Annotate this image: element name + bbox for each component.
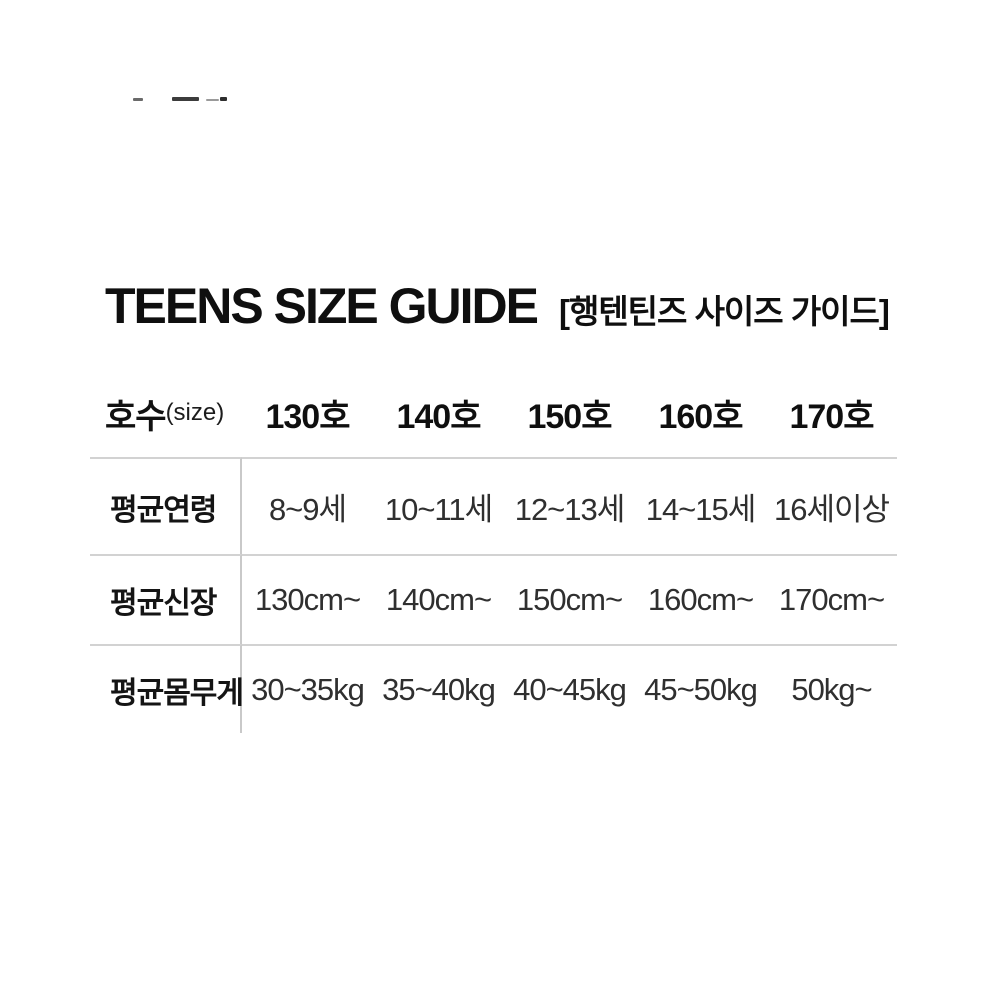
table-cell: 14~15세 (635, 457, 766, 554)
table-cell: 140cm~ (373, 554, 504, 644)
header-cell-170: 170호 (789, 397, 874, 436)
table-cell: 40~45kg (504, 644, 635, 733)
title-korean: [행텐틴즈 사이즈 가이드] (558, 293, 890, 330)
page-title: TEENS SIZE GUIDE [행텐틴즈 사이즈 가이드] (105, 278, 890, 334)
header-cell-160: 160호 (658, 397, 743, 436)
table-cell: 170cm~ (766, 554, 897, 644)
cropped-text-remnant (220, 97, 227, 101)
table-cell: 35~40kg (373, 644, 504, 733)
header-size-label: 호수 (105, 397, 167, 436)
header-size-sublabel: (size) (165, 399, 225, 426)
table-cell: 30~35kg (242, 644, 373, 733)
table-cell: 160cm~ (635, 554, 766, 644)
cropped-text-remnant (172, 97, 199, 101)
table-cell: 10~11세 (373, 457, 504, 554)
table-cell: 12~13세 (504, 457, 635, 554)
size-guide-table: 호수 (size) 130호 140호 150호 160호 170호 평균연령 8… (90, 385, 897, 733)
title-english: TEENS SIZE GUIDE (105, 278, 539, 334)
table-cell: 16세이상 (766, 457, 897, 554)
row-label-average-height: 평균신장 (90, 554, 242, 644)
header-cell-150: 150호 (527, 397, 612, 436)
table-cell: 50kg~ (766, 644, 897, 733)
table-cell: 150cm~ (504, 554, 635, 644)
table-cell: 130cm~ (242, 554, 373, 644)
header-cell-130: 130호 (265, 397, 350, 436)
row-label-average-age: 평균연령 (90, 457, 242, 554)
header-cell-140: 140호 (396, 397, 481, 436)
header-cell-size: 호수 (size) (90, 385, 242, 457)
cropped-text-remnant (206, 99, 219, 101)
table-cell: 45~50kg (635, 644, 766, 733)
table-cell: 8~9세 (242, 457, 373, 554)
row-label-average-weight: 평균몸무게 (90, 644, 244, 733)
cropped-text-remnant (133, 98, 143, 101)
